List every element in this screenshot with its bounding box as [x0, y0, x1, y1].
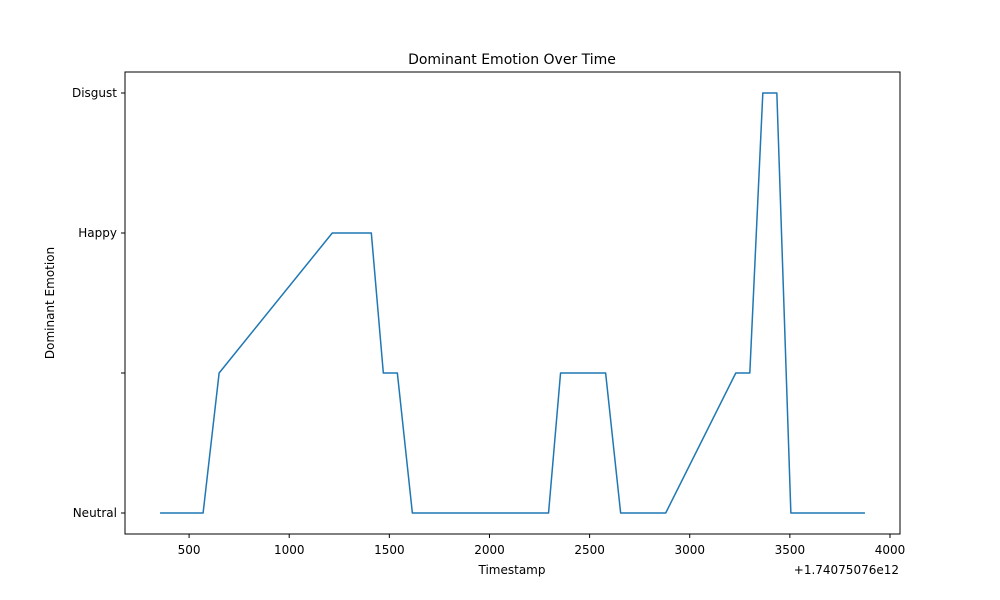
x-tick-label: 2000 — [474, 543, 505, 557]
series-line-0 — [160, 92, 865, 514]
x-tick-label: 500 — [178, 543, 201, 557]
x-tick-label: 2500 — [574, 543, 605, 557]
y-tick-label: Neutral — [73, 506, 117, 520]
plot-frame — [124, 71, 901, 535]
plot-area — [160, 92, 865, 514]
x-tick-label: 1000 — [274, 543, 305, 557]
chart-title: Dominant Emotion Over Time — [408, 52, 616, 68]
y-axis: Neutral Happy Disgust — [72, 86, 125, 520]
x-offset-label: +1.74075076e12 — [794, 563, 899, 577]
x-tick-label: 3500 — [775, 543, 806, 557]
x-tick-label: 3000 — [674, 543, 705, 557]
y-tick-label: Disgust — [72, 86, 117, 100]
y-tick-label: Happy — [78, 226, 117, 240]
x-tick-label: 1500 — [374, 543, 405, 557]
x-axis-label: Timestamp — [478, 563, 546, 577]
y-axis-label: Dominant Emotion — [43, 247, 57, 359]
x-tick-label: 4000 — [875, 543, 906, 557]
x-axis: 500 1000 1500 2000 2500 3000 3500 4000 — [178, 534, 906, 557]
